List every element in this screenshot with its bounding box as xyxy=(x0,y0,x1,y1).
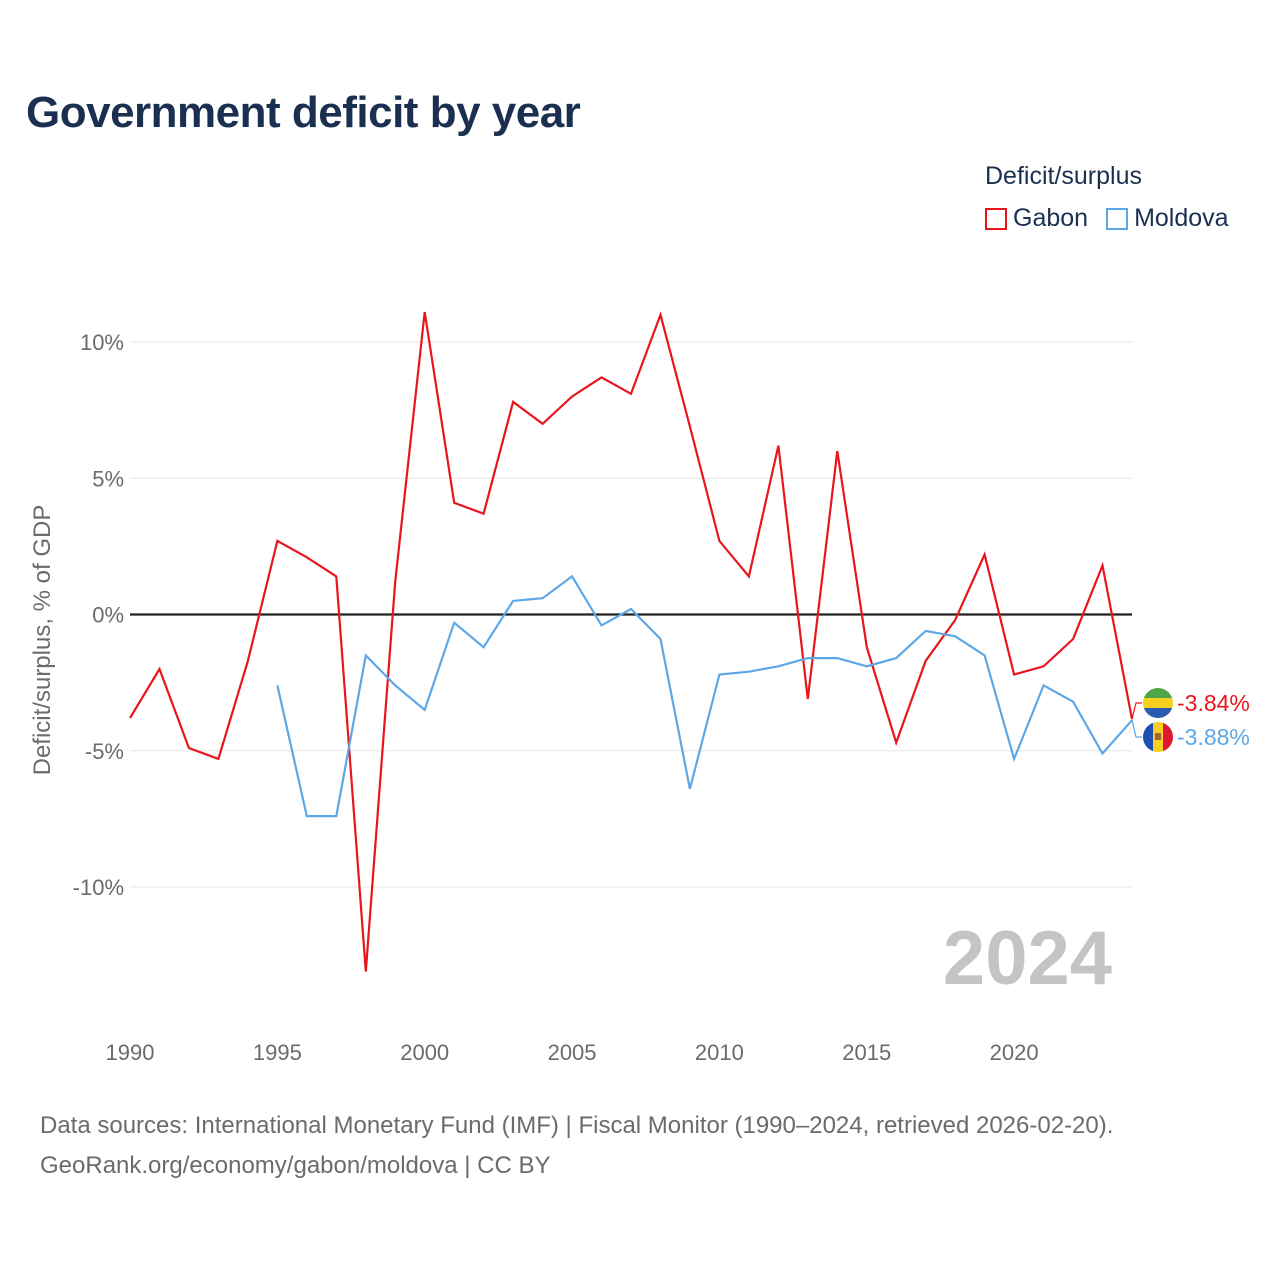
y-tick-label: -10% xyxy=(73,875,124,900)
x-tick-label: 1990 xyxy=(106,1040,155,1065)
footer-credit[interactable]: GeoRank.org/economy/gabon/moldova | CC B… xyxy=(40,1152,551,1179)
x-tick-label: 2010 xyxy=(695,1040,744,1065)
y-axis-label: Deficit/surplus, % of GDP xyxy=(29,505,56,776)
legend-swatch-gabon xyxy=(985,207,1007,230)
x-tick-label: 2015 xyxy=(842,1040,891,1065)
x-tick-label: 2000 xyxy=(400,1040,449,1065)
legend-label-gabon: Gabon xyxy=(1013,204,1089,232)
moldova-flag-icon xyxy=(1143,722,1173,752)
y-tick-label: -5% xyxy=(85,739,124,764)
x-tick-label: 2005 xyxy=(548,1040,597,1065)
legend: Gabon Moldova xyxy=(985,204,1247,233)
series-line-moldova[interactable] xyxy=(276,574,1133,818)
gabon-flag-icon xyxy=(1143,688,1173,718)
legend-label-moldova: Moldova xyxy=(1134,204,1229,232)
end-connector-moldova xyxy=(1131,720,1142,738)
end-label-gabon: -3.84% xyxy=(1177,690,1250,716)
end-connector-gabon xyxy=(1131,702,1142,720)
year-watermark: 2024 xyxy=(943,916,1112,1001)
y-tick-label: 0% xyxy=(92,603,124,628)
series-line-gabon[interactable] xyxy=(129,311,1134,972)
end-label-moldova: -3.88% xyxy=(1177,724,1250,750)
y-tick-label: 5% xyxy=(92,466,124,491)
legend-item-gabon[interactable]: Gabon xyxy=(985,204,1088,233)
x-tick-label: 1995 xyxy=(253,1040,302,1065)
legend-item-moldova[interactable]: Moldova xyxy=(1106,204,1229,233)
chart-title: Government deficit by year xyxy=(26,88,581,137)
legend-title: Deficit/surplus xyxy=(985,162,1142,190)
y-tick-label: 10% xyxy=(80,330,124,355)
footer: Data sources: International Monetary Fun… xyxy=(40,1106,1113,1186)
legend-swatch-moldova xyxy=(1106,207,1129,230)
footer-sources: Data sources: International Monetary Fun… xyxy=(40,1112,1114,1139)
x-tick-label: 2020 xyxy=(990,1040,1039,1065)
